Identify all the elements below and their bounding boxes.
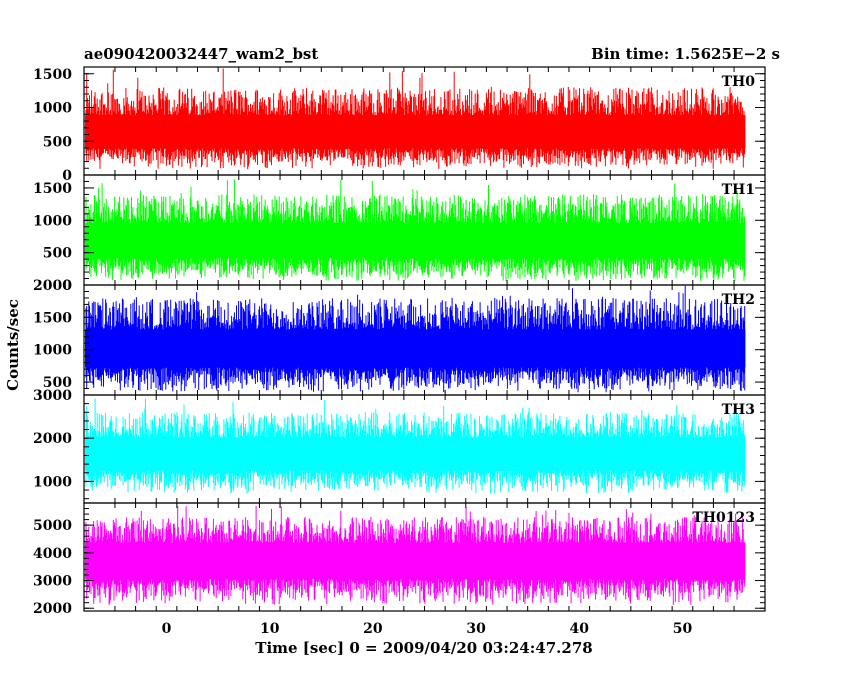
x-axis: 0 10 20 30 40 50: [162, 621, 693, 637]
panel-label: TH1: [722, 182, 755, 198]
y-tick-label: 1000: [33, 213, 72, 229]
y-tick-label: 4000: [33, 546, 72, 562]
x-tick-label: 40: [570, 621, 590, 637]
y-tick-label: 1500: [33, 67, 72, 83]
y-tick-label: 1000: [33, 474, 72, 490]
panel-th0123: 2000 3000 4000 5000 TH0123: [33, 502, 766, 617]
y-tick-label: 1500: [33, 181, 72, 197]
series-line-th0: [85, 68, 746, 170]
y-tick-label: 5000: [33, 518, 72, 534]
y-tick-label: 500: [43, 134, 72, 150]
y-tick-label: 0: [62, 278, 72, 294]
y-tick-label: 3000: [33, 574, 72, 590]
series-line-th2: [85, 285, 746, 393]
bin-time-label: Bin time: 1.5625E−2 s: [591, 45, 780, 63]
y-tick-label: 1500: [33, 310, 72, 326]
panels-group: 0 500 1000 1500 TH0 0 500 1000 1500 TH1 500 1000 150…: [33, 66, 766, 617]
series-line-th3: [85, 398, 746, 495]
panel-label: TH3: [722, 402, 755, 418]
panel-th1: 0 500 1000 1500 TH1: [33, 174, 766, 294]
panel-label: TH0: [722, 74, 756, 90]
series-line-th0123: [85, 505, 746, 605]
y-tick-label: 500: [43, 375, 72, 391]
x-tick-label: 0: [162, 621, 172, 637]
panel-th2: 500 1000 1500 2000 TH2: [33, 278, 766, 396]
x-tick-label: 50: [673, 621, 693, 637]
y-tick-label: 2000: [33, 431, 72, 447]
y-tick-label: 2000: [33, 278, 72, 294]
y-tick-label: 3000: [33, 388, 72, 404]
chart-title: ae090420032447_wam2_bst: [84, 45, 318, 63]
panel-label: TH2: [722, 292, 755, 308]
y-tick-label: 0: [62, 168, 72, 184]
panel-th3: 1000 2000 3000 TH3: [33, 388, 766, 504]
y-tick-label: 2000: [33, 601, 72, 617]
panel-th0: 0 500 1000 1500 TH0: [33, 66, 766, 184]
x-tick-label: 20: [363, 621, 383, 637]
panel-label: TH0123: [692, 510, 755, 526]
x-tick-label: 30: [466, 621, 486, 637]
y-tick-label: 500: [43, 246, 72, 262]
series-line-th1: [85, 179, 746, 281]
y-axis-label: Counts/sec: [4, 299, 22, 391]
y-tick-label: 1000: [33, 101, 72, 117]
y-tick-label: 1000: [33, 343, 72, 359]
x-tick-label: 10: [260, 621, 280, 637]
x-axis-label: Time [sec] 0 = 2009/04/20 03:24:47.278: [255, 639, 592, 657]
